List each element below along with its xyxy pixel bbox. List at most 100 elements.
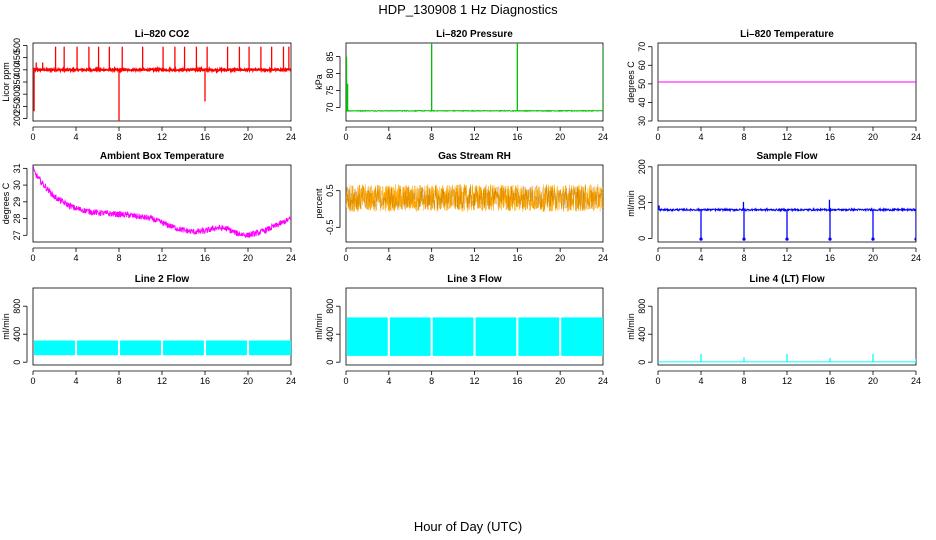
y-tick-label: 200 bbox=[637, 159, 647, 174]
x-tick-label: 8 bbox=[741, 376, 746, 386]
y-tick-label: 31 bbox=[12, 163, 22, 173]
figure-xlabel: Hour of Day (UTC) bbox=[414, 519, 522, 534]
x-tick-label: 12 bbox=[782, 132, 792, 142]
x-tick-label: 12 bbox=[157, 253, 167, 263]
y-tick-label: 800 bbox=[325, 299, 335, 314]
x-tick-label: 8 bbox=[116, 132, 121, 142]
plot-box bbox=[32, 42, 292, 122]
y-tick-label: 75 bbox=[325, 85, 335, 95]
series-group bbox=[346, 43, 603, 113]
x-tick-label: 8 bbox=[741, 132, 746, 142]
series-group bbox=[347, 317, 603, 356]
x-tick-label: 20 bbox=[868, 253, 878, 263]
x-tick-label: 24 bbox=[286, 253, 296, 263]
flow-band bbox=[206, 340, 247, 356]
x-tick-label: 16 bbox=[512, 132, 522, 142]
y-tick-label: 70 bbox=[325, 102, 335, 112]
y-tick-label: 80 bbox=[325, 69, 335, 79]
y-tick-label: 800 bbox=[637, 299, 647, 314]
y-tick-label: 30 bbox=[637, 116, 647, 126]
panel-3: Li–820 Temperature 0 4 8 12 16 20 24 30 40 50 60 70d… bbox=[626, 29, 921, 142]
x-tick-label: 16 bbox=[200, 132, 210, 142]
y-axis-label: Licor ppm bbox=[1, 62, 11, 102]
y-tick-label: 100 bbox=[637, 195, 647, 210]
x-tick-label: 20 bbox=[243, 376, 253, 386]
x-tick-label: 0 bbox=[343, 253, 348, 263]
plot-box bbox=[32, 164, 292, 243]
x-tick-label: 0 bbox=[655, 132, 660, 142]
flow-band bbox=[432, 317, 474, 356]
spike-marker bbox=[828, 237, 832, 241]
x-tick-label: 4 bbox=[698, 376, 703, 386]
y-tick-label: 500 bbox=[12, 38, 22, 53]
panel-1: Li–820 CO2 0 4 8 12 16 20 24 2002503003504004505… bbox=[1, 29, 296, 142]
x-tick-label: 8 bbox=[429, 376, 434, 386]
flow-band bbox=[249, 340, 291, 356]
x-tick-label: 0 bbox=[343, 376, 348, 386]
x-tick-label: 20 bbox=[243, 132, 253, 142]
flow-band bbox=[518, 317, 560, 356]
panel-title: Gas Stream RH bbox=[438, 151, 511, 162]
spike-marker bbox=[871, 237, 875, 241]
y-tick-label: 350 bbox=[12, 74, 22, 89]
plot-box bbox=[657, 164, 917, 243]
series-group bbox=[658, 353, 916, 363]
y-axis-label: ml/min bbox=[626, 313, 636, 340]
x-tick-label: 24 bbox=[286, 132, 296, 142]
panel-4: Ambient Box Temperature 0 4 8 12 16 20 24 27 28 29… bbox=[1, 151, 296, 263]
y-tick-label: 450 bbox=[12, 50, 22, 65]
y-tick-label: 40 bbox=[637, 97, 647, 107]
panel-title: Line 4 (LT) Flow bbox=[749, 274, 825, 285]
y-tick-label: 400 bbox=[637, 327, 647, 342]
y-tick-label: 0 bbox=[637, 360, 647, 365]
panel-title: Li–820 Pressure bbox=[436, 29, 513, 40]
x-tick-label: 12 bbox=[469, 253, 479, 263]
x-tick-label: 24 bbox=[911, 376, 921, 386]
x-tick-label: 12 bbox=[157, 376, 167, 386]
y-axis-label: ml/min bbox=[314, 313, 324, 340]
y-axis-label: kPa bbox=[314, 74, 324, 90]
x-tick-label: 4 bbox=[386, 253, 391, 263]
x-tick-label: 20 bbox=[868, 132, 878, 142]
flow-band bbox=[561, 317, 603, 356]
x-tick-label: 4 bbox=[698, 132, 703, 142]
x-tick-label: 12 bbox=[782, 253, 792, 263]
x-tick-label: 0 bbox=[343, 132, 348, 142]
x-tick-label: 16 bbox=[825, 132, 835, 142]
x-tick-label: 20 bbox=[555, 253, 565, 263]
y-tick-label: 29 bbox=[12, 197, 22, 207]
flow-band bbox=[389, 317, 431, 356]
x-tick-label: 4 bbox=[698, 253, 703, 263]
x-tick-label: 24 bbox=[598, 376, 608, 386]
y-tick-label: 0 bbox=[325, 360, 335, 365]
plot-box bbox=[345, 42, 604, 122]
x-tick-label: 16 bbox=[825, 253, 835, 263]
x-tick-label: 20 bbox=[555, 376, 565, 386]
x-tick-label: 16 bbox=[200, 376, 210, 386]
y-tick-label: -0.5 bbox=[325, 220, 335, 236]
x-tick-label: 20 bbox=[868, 376, 878, 386]
y-tick-label: 0 bbox=[12, 360, 22, 365]
series-group bbox=[33, 46, 291, 121]
x-tick-label: 8 bbox=[116, 253, 121, 263]
y-tick-label: 50 bbox=[637, 79, 647, 89]
y-tick-label: 800 bbox=[12, 299, 22, 314]
panel-6: Sample Flow 0 4 8 12 16 20 24 0 100 200 ml/min bbox=[626, 151, 921, 263]
x-tick-label: 4 bbox=[73, 376, 78, 386]
x-tick-label: 8 bbox=[741, 253, 746, 263]
series-line-dark bbox=[346, 185, 603, 211]
spike-marker bbox=[914, 237, 916, 241]
x-tick-label: 16 bbox=[825, 376, 835, 386]
y-tick-label: 250 bbox=[12, 99, 22, 114]
series-group bbox=[34, 340, 291, 356]
x-tick-label: 24 bbox=[911, 253, 921, 263]
x-tick-label: 12 bbox=[469, 376, 479, 386]
x-tick-label: 0 bbox=[655, 376, 660, 386]
panel-2: Li–820 Pressure 0 4 8 12 16 20 24 70 75 80 85 kPa bbox=[314, 29, 608, 142]
x-tick-label: 12 bbox=[782, 376, 792, 386]
